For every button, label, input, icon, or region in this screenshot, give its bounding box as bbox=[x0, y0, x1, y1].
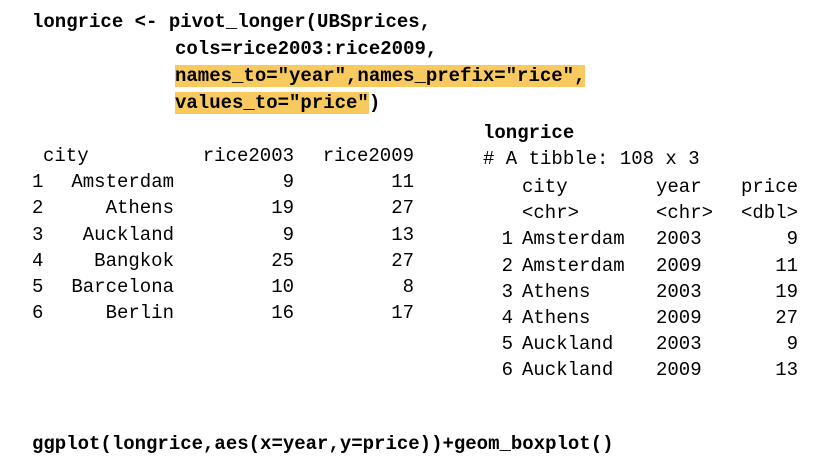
long-header-price: price bbox=[740, 176, 798, 199]
row-index: 4 bbox=[501, 307, 513, 330]
year-cell: 2009 bbox=[656, 359, 702, 382]
rice2003-cell: 10 bbox=[271, 276, 294, 299]
year-cell: 2003 bbox=[656, 228, 702, 251]
rice2003-cell: 19 bbox=[271, 197, 294, 220]
city-cell: Amsterdam bbox=[522, 254, 625, 277]
code-line-ggplot: ggplot(longrice,aes(x=year,y=price))+geo… bbox=[32, 433, 614, 455]
row-index: 6 bbox=[32, 302, 44, 325]
price-cell: 9 bbox=[786, 333, 798, 356]
table-row: 1 Amsterdam 2003 9 bbox=[483, 226, 798, 252]
rice2009-cell: 17 bbox=[391, 302, 414, 325]
city-cell: Athens bbox=[105, 197, 174, 220]
price-cell: 9 bbox=[786, 228, 798, 251]
rice2009-cell: 27 bbox=[391, 249, 414, 272]
table-row: 3 Athens 2003 19 bbox=[483, 279, 798, 305]
year-cell: 2009 bbox=[656, 254, 702, 277]
price-cell: 27 bbox=[775, 307, 798, 330]
city-cell: Bangkok bbox=[94, 249, 174, 272]
row-index: 2 bbox=[501, 254, 513, 277]
table-row: 5 Auckland 2003 9 bbox=[483, 331, 798, 357]
code-line-cols-arg: cols=rice2003:rice2009, bbox=[175, 38, 438, 60]
rice2003-cell: 9 bbox=[282, 171, 294, 194]
city-cell: Athens bbox=[522, 307, 591, 330]
code-line-pivot-call: longrice <- pivot_longer(UBSprices, bbox=[32, 11, 432, 33]
city-cell: Auckland bbox=[82, 223, 174, 246]
row-index: 5 bbox=[32, 276, 44, 299]
price-cell: 19 bbox=[775, 280, 798, 303]
year-cell: 2003 bbox=[656, 280, 702, 303]
table-row: 3 Auckland 9 13 bbox=[32, 222, 414, 248]
long-header-idx bbox=[483, 174, 522, 200]
row-index: 1 bbox=[32, 171, 44, 194]
row-index: 3 bbox=[501, 280, 513, 303]
highlighted-names-args: names_to="year",names_prefix="rice", bbox=[175, 65, 586, 87]
rice2003-cell: 16 bbox=[271, 302, 294, 325]
row-index: 3 bbox=[32, 223, 44, 246]
long-type-year: <chr> bbox=[656, 202, 714, 225]
city-cell: Athens bbox=[522, 280, 591, 303]
city-cell: Berlin bbox=[105, 302, 174, 325]
rice2003-cell: 25 bbox=[271, 249, 294, 272]
city-cell: Auckland bbox=[522, 333, 614, 356]
rice2003-cell: 9 bbox=[282, 223, 294, 246]
table-row: 4 Athens 2009 27 bbox=[483, 305, 798, 331]
row-index: 5 bbox=[501, 333, 513, 356]
long-table-type-row: <chr> <chr> <dbl> bbox=[483, 200, 798, 226]
long-type-price: <dbl> bbox=[740, 202, 798, 225]
highlighted-values-arg: values_to="price" bbox=[175, 92, 369, 114]
rice2009-cell: 13 bbox=[391, 223, 414, 246]
wide-header-rice2003: rice2003 bbox=[202, 145, 294, 168]
row-index: 4 bbox=[32, 249, 44, 272]
table-row: 5 Barcelona 10 8 bbox=[32, 274, 414, 300]
code-line-names-args: names_to="year",names_prefix="rice", bbox=[175, 64, 586, 88]
long-table-name: longrice bbox=[483, 122, 575, 144]
long-header-year: year bbox=[656, 176, 702, 199]
wide-header-city-label: city bbox=[43, 145, 89, 168]
tibble-info: # A tibble: 108 x 3 bbox=[483, 148, 700, 170]
price-cell: 13 bbox=[775, 359, 798, 382]
long-table: city year price <chr> <chr> <dbl> 1 Amst… bbox=[483, 174, 798, 384]
row-index: 6 bbox=[501, 359, 513, 382]
table-row: 2 Athens 19 27 bbox=[32, 195, 414, 221]
year-cell: 2003 bbox=[656, 333, 702, 356]
table-row: 6 Auckland 2009 13 bbox=[483, 357, 798, 383]
wide-header-rice2009: rice2009 bbox=[322, 145, 414, 168]
wide-table-header-row: city rice2003 rice2009 bbox=[32, 143, 414, 169]
city-cell: Amsterdam bbox=[522, 228, 625, 251]
city-cell: Barcelona bbox=[71, 276, 174, 299]
long-table-header-row: city year price bbox=[483, 174, 798, 200]
row-index: 2 bbox=[32, 197, 44, 220]
table-row: 2 Amsterdam 2009 11 bbox=[483, 253, 798, 279]
rice2009-cell: 27 bbox=[391, 197, 414, 220]
table-row: 1 Amsterdam 9 11 bbox=[32, 169, 414, 195]
wide-header-city: city bbox=[43, 143, 174, 169]
table-row: 4 Bangkok 25 27 bbox=[32, 248, 414, 274]
closing-paren: ) bbox=[368, 92, 381, 114]
wide-table: city rice2003 rice2009 1 Amsterdam 9 11 … bbox=[32, 143, 414, 326]
code-line-values-arg: values_to="price") bbox=[175, 91, 380, 115]
rice2009-cell: 11 bbox=[391, 171, 414, 194]
long-type-city: <chr> bbox=[522, 202, 580, 225]
long-type-idx bbox=[483, 200, 522, 226]
table-row: 6 Berlin 16 17 bbox=[32, 300, 414, 326]
rice2009-cell: 8 bbox=[402, 276, 414, 299]
city-cell: Auckland bbox=[522, 359, 614, 382]
long-header-city: city bbox=[522, 176, 568, 199]
price-cell: 11 bbox=[775, 254, 798, 277]
year-cell: 2009 bbox=[656, 307, 702, 330]
row-index: 1 bbox=[501, 228, 513, 251]
city-cell: Amsterdam bbox=[71, 171, 174, 194]
